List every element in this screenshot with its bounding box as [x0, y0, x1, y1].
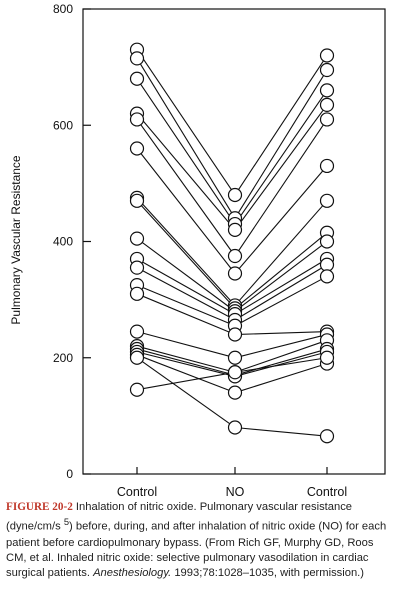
- caption-text-3: 1993;78:1028–1035, with permission.): [171, 567, 365, 580]
- series-segment: [239, 244, 323, 308]
- series-segment: [241, 350, 321, 374]
- series-segment: [240, 278, 322, 324]
- series-segment: [238, 109, 324, 225]
- data-point: [227, 365, 243, 380]
- data-point: [227, 187, 243, 203]
- x-category-label: Control: [307, 485, 347, 499]
- y-tick-label: 200: [53, 351, 73, 365]
- data-point: [319, 193, 335, 208]
- series-segment: [241, 427, 321, 437]
- y-tick-label: 400: [53, 235, 73, 249]
- figure-label: FIGURE 20-2: [6, 501, 73, 513]
- x-category-label: Control: [117, 485, 157, 499]
- data-point: [129, 350, 145, 365]
- series-segment: [241, 335, 321, 357]
- caption-text-1: Inhalation of nitric oxide. Pulmonary va…: [6, 501, 353, 534]
- data-point: [319, 269, 335, 284]
- data-point: [319, 350, 335, 365]
- data-point: [319, 234, 335, 249]
- data-point: [227, 420, 243, 435]
- series-lines: [139, 54, 325, 437]
- series-segment: [238, 95, 324, 220]
- series-segment: [143, 350, 229, 375]
- series-segment: [237, 75, 325, 214]
- data-point: [227, 350, 243, 365]
- y-tick-label: 800: [53, 2, 73, 16]
- series-segment: [143, 347, 229, 372]
- data-point: [319, 429, 335, 444]
- series-segment: [141, 361, 231, 425]
- series-segment: [142, 295, 230, 333]
- data-point: [129, 112, 145, 127]
- y-tick-label: 600: [53, 118, 73, 132]
- data-points: [129, 42, 335, 444]
- series-segment: [142, 287, 230, 324]
- series-segment: [240, 341, 322, 371]
- data-point: [129, 71, 145, 86]
- data-point: [227, 222, 243, 237]
- series-segment: [238, 124, 324, 251]
- series-segment: [139, 63, 233, 213]
- series-segment: [141, 242, 231, 308]
- x-category-label: NO: [226, 485, 245, 499]
- series-segment: [140, 202, 232, 302]
- series-segment: [241, 364, 321, 392]
- series-segment: [140, 124, 232, 252]
- data-point: [319, 97, 335, 113]
- data-point: [319, 62, 335, 78]
- data-point: [129, 141, 145, 156]
- data-point: [319, 48, 335, 63]
- data-point: [129, 51, 145, 66]
- data-point: [227, 327, 243, 342]
- data-point: [319, 158, 335, 174]
- series-segment: [140, 153, 232, 269]
- figure-caption: FIGURE 20-2 Inhalation of nitric oxide. …: [6, 500, 396, 582]
- y-axis-label: Pulmonary Vascular Resistance: [9, 155, 23, 325]
- series-segment: [140, 54, 232, 190]
- caption-text-2: ) before, during, and after inhalation o…: [6, 521, 387, 580]
- series-segment: [241, 353, 321, 376]
- data-point: [319, 112, 335, 127]
- data-point: [129, 231, 145, 246]
- series-segment: [143, 352, 229, 376]
- series-segment: [239, 236, 323, 305]
- data-point: [227, 385, 243, 400]
- data-point: [129, 382, 145, 397]
- data-point: [129, 193, 145, 208]
- data-point: [319, 83, 335, 98]
- series-segment: [142, 261, 230, 312]
- series-segment: [241, 358, 321, 372]
- caption-superscript: 5: [63, 517, 70, 528]
- data-point: [227, 266, 243, 281]
- chart-axes: 0 200 400 600 800 Control NO Control: [53, 2, 386, 499]
- series-segment: [238, 170, 324, 269]
- series-segment: [240, 261, 322, 312]
- series-segment: [241, 331, 321, 335]
- data-point: [227, 248, 243, 264]
- series-segment: [238, 60, 324, 190]
- data-point: [129, 260, 145, 275]
- series-segment: [240, 267, 322, 318]
- series-segment: [140, 83, 232, 219]
- series-segment: [143, 372, 229, 390]
- series-segment: [238, 205, 324, 301]
- pvr-chart: 0 200 400 600 800 Control NO Control Pulmonary …: [9, 2, 386, 499]
- series-segment: [143, 332, 229, 357]
- caption-journal: Anesthesiology.: [93, 567, 172, 580]
- series-segment: [142, 270, 230, 318]
- data-point: [129, 286, 145, 301]
- plot-frame: [82, 8, 386, 475]
- series-segment: [140, 205, 232, 304]
- data-point: [129, 324, 145, 339]
- series-segment: [140, 118, 232, 226]
- y-tick-label: 0: [66, 467, 73, 481]
- series-segment: [142, 356, 230, 391]
